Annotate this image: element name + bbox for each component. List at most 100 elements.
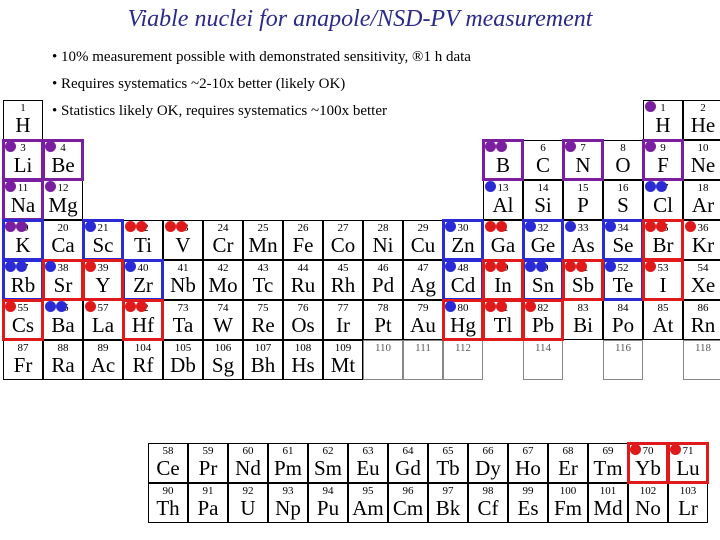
fblock-cell-u: 92 U xyxy=(228,483,268,523)
element-symbol: N xyxy=(575,153,591,177)
isotope-dot-purple xyxy=(485,141,496,152)
atomic-number: 8 xyxy=(620,142,626,154)
isotope-dot-blue xyxy=(485,181,496,192)
element-symbol: B xyxy=(495,153,510,177)
atomic-number: 20 xyxy=(57,222,69,234)
element-symbol: Mo xyxy=(208,273,238,297)
element-symbol: Ho xyxy=(515,456,541,480)
isotope-dot-blue xyxy=(45,261,56,272)
atomic-number: 90 xyxy=(162,485,174,497)
fblock-cell-th: 90 Th xyxy=(148,483,188,523)
isotope-dot-blue xyxy=(605,261,616,272)
isotope-dot-blue xyxy=(56,301,67,312)
element-symbol: Yb xyxy=(635,456,661,480)
isotope-dot-purple xyxy=(5,221,16,232)
isotope-dot-red xyxy=(670,444,681,455)
element-symbol: Th xyxy=(156,496,180,520)
element-symbol: Re xyxy=(251,313,275,337)
element-cell-ta: 73 Ta xyxy=(163,300,203,340)
atomic-number: 55 xyxy=(17,302,29,314)
atomic-number: 25 xyxy=(257,222,269,234)
element-symbol: Li xyxy=(13,153,33,177)
isotope-dot-blue xyxy=(645,181,656,192)
element-cell-la: 57 La xyxy=(83,300,123,340)
isotope-dot-red xyxy=(85,301,96,312)
fblock-cell-fm: 100 Fm xyxy=(548,483,588,523)
element-symbol: Sr xyxy=(53,273,73,297)
atomic-number: 64 xyxy=(402,445,414,457)
fblock-cell-dy: 66 Dy xyxy=(468,443,508,483)
isotope-dot-blue xyxy=(445,221,456,232)
atomic-number: 73 xyxy=(177,302,189,314)
atomic-number: 101 xyxy=(599,485,617,497)
atomic-number: 92 xyxy=(242,485,254,497)
isotope-dot-red xyxy=(496,221,507,232)
fblock-cell-tb: 65 Tb xyxy=(428,443,468,483)
atomic-number: 79 xyxy=(417,302,429,314)
element-symbol: Kr xyxy=(691,233,715,257)
atomic-number: 61 xyxy=(282,445,294,457)
fblock-cell-lu: 71 Lu xyxy=(668,443,708,483)
element-symbol: Cd xyxy=(450,273,476,297)
element-symbol: H xyxy=(655,113,671,137)
atomic-number: 18 xyxy=(697,182,709,194)
atomic-number: 7 xyxy=(580,142,586,154)
element-symbol: U xyxy=(240,496,256,520)
atomic-number: 100 xyxy=(559,485,577,497)
element-symbol: W xyxy=(213,313,233,337)
isotope-dot-red xyxy=(656,221,667,232)
atomic-number: 39 xyxy=(97,262,109,274)
isotope-dot-red xyxy=(630,444,641,455)
element-symbol: Sm xyxy=(313,456,342,480)
element-symbol: Hf xyxy=(131,313,155,337)
atomic-number: 27 xyxy=(337,222,349,234)
fblock-cell-ce: 58 Ce xyxy=(148,443,188,483)
atomic-number: 116 xyxy=(614,342,632,354)
atomic-number: 2 xyxy=(700,102,706,114)
atomic-number: 53 xyxy=(657,262,669,274)
element-symbol: Ce xyxy=(156,456,180,480)
legend: • 10% measurement possible with demonstr… xyxy=(52,44,471,125)
atomic-number: 12 xyxy=(57,182,69,194)
atomic-number: 78 xyxy=(377,302,389,314)
legend-item-red: • Statistics likely OK, requires systema… xyxy=(52,98,471,125)
element-symbol: Cf xyxy=(477,496,499,520)
element-cell-ne: 10 Ne xyxy=(683,140,720,180)
atomic-number: 96 xyxy=(402,485,414,497)
element-cell-rh: 45 Rh xyxy=(323,260,363,300)
isotope-dot-purple xyxy=(645,141,656,152)
element-symbol: Pb xyxy=(531,313,555,337)
atomic-number: 10 xyxy=(697,142,709,154)
atomic-number: 38 xyxy=(57,262,69,274)
element-symbol: Ni xyxy=(372,233,394,257)
atomic-number: 102 xyxy=(639,485,657,497)
isotope-dot-red xyxy=(485,301,496,312)
element-cell-pt: 78 Pt xyxy=(363,300,403,340)
element-cell-112: 112 xyxy=(443,340,483,380)
element-symbol: Co xyxy=(330,233,356,257)
atomic-number: 68 xyxy=(562,445,574,457)
atomic-number: 52 xyxy=(617,262,629,274)
element-symbol: Nb xyxy=(170,273,196,297)
element-cell-pd: 46 Pd xyxy=(363,260,403,300)
atomic-number: 84 xyxy=(617,302,629,314)
element-symbol: Br xyxy=(652,233,674,257)
isotope-dot-purple xyxy=(5,181,16,192)
atomic-number: 59 xyxy=(202,445,214,457)
element-cell-ca: 20 Ca xyxy=(43,220,83,260)
atomic-number: 24 xyxy=(217,222,229,234)
atomic-number: 106 xyxy=(214,342,232,354)
atomic-number: 62 xyxy=(322,445,334,457)
isotope-dot-blue xyxy=(605,221,616,232)
isotope-dot-red xyxy=(85,261,96,272)
element-symbol: Tc xyxy=(252,273,274,297)
isotope-dot-red xyxy=(685,221,696,232)
element-cell-p: 15 P xyxy=(563,180,603,220)
atomic-number: 112 xyxy=(454,342,472,354)
fblock-cell-er: 68 Er xyxy=(548,443,588,483)
isotope-dot-red xyxy=(565,261,576,272)
element-cell-db: 105 Db xyxy=(163,340,203,380)
isotope-dot-purple xyxy=(565,141,576,152)
isotope-dot-blue xyxy=(445,261,456,272)
element-symbol: Fm xyxy=(553,496,582,520)
